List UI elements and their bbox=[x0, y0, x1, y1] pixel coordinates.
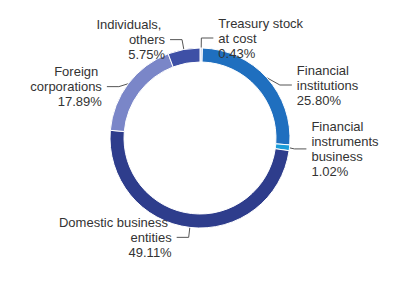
svg-text:1.02%: 1.02% bbox=[311, 164, 348, 179]
svg-text:others: others bbox=[129, 32, 166, 47]
svg-text:Foreign: Foreign bbox=[54, 64, 102, 79]
svg-text:Financial: Financial bbox=[297, 63, 353, 78]
svg-text:17.89%: 17.89% bbox=[58, 94, 103, 109]
svg-text:corporations: corporations bbox=[30, 79, 102, 94]
svg-text:Financial: Financial bbox=[311, 119, 367, 134]
svg-text:at cost: at cost bbox=[218, 31, 257, 46]
svg-text:49.11%: 49.11% bbox=[129, 245, 173, 260]
svg-text:entities: entities bbox=[130, 230, 172, 245]
svg-text:business: business bbox=[311, 149, 363, 164]
svg-text:instruments: instruments bbox=[311, 134, 382, 149]
svg-text:0.43%: 0.43% bbox=[218, 46, 255, 61]
svg-text:Individuals,: Individuals, bbox=[96, 17, 165, 32]
svg-text:Treasury stock: Treasury stock bbox=[218, 16, 306, 31]
svg-text:institutions: institutions bbox=[297, 78, 359, 93]
svg-text:5.75%: 5.75% bbox=[128, 47, 165, 62]
svg-text:25.80%: 25.80% bbox=[297, 93, 342, 108]
svg-text:Domestic business: Domestic business bbox=[59, 215, 172, 230]
